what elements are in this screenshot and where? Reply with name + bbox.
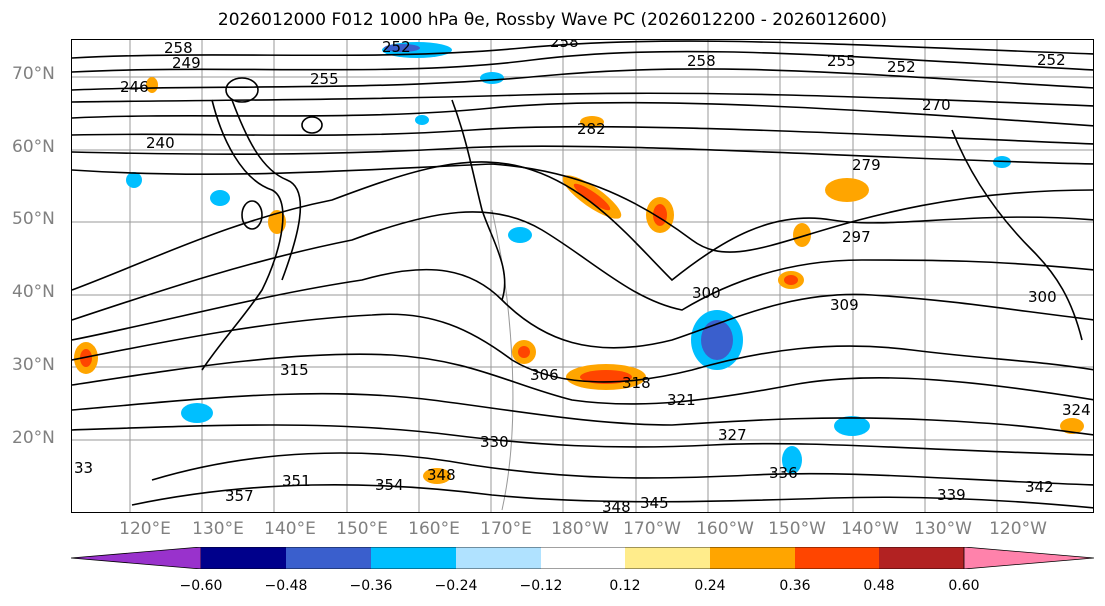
contour-label: 246: [120, 78, 149, 96]
contour-label: 252: [887, 58, 916, 76]
contour-label: 348: [427, 466, 456, 484]
contour-label: 252: [382, 40, 411, 56]
colorbar-tick: −0.24: [434, 578, 478, 594]
figure-title: 2026012000 F012 1000 hPa θe, Rossby Wave…: [217, 10, 888, 30]
contour-label: 258: [687, 52, 716, 70]
lon-label: 140°E: [264, 519, 316, 539]
lon-label: 160°E: [408, 519, 460, 539]
theta-e-contours: [72, 40, 1093, 509]
colorbar-tick: −0.48: [264, 578, 308, 594]
contour-label: 342: [1025, 478, 1054, 496]
colorbar-tick: 0.12: [609, 578, 641, 594]
colorbar-segment: [963, 547, 1094, 569]
map-svg: 258 252 249 246 240 255 258 255 252 252 …: [72, 40, 1093, 513]
contour-label: 249: [172, 54, 201, 72]
lat-label: 40°N: [12, 282, 55, 302]
contour-label: 318: [622, 374, 651, 392]
contour-label: 297: [842, 228, 871, 246]
contour-label: 300: [692, 284, 721, 302]
colorbar-segment: [710, 547, 795, 569]
contour-label: 270: [922, 96, 951, 114]
contour-labels: 258 252 249 246 240 255 258 255 252 252 …: [74, 40, 1091, 513]
contour-label: 330: [480, 433, 509, 451]
contour-label: 345: [640, 494, 669, 512]
colorbar-segment: [456, 547, 541, 569]
colorbar-tick: 0.24: [694, 578, 726, 594]
colorbar-tick: 0.36: [779, 578, 811, 594]
colorbar-segment: [71, 547, 202, 569]
lon-label: 120°E: [119, 519, 171, 539]
contour-label: 300: [1028, 288, 1057, 306]
lon-label: 120°W: [989, 519, 1047, 539]
contour-label: 252: [1037, 51, 1066, 69]
contour-label: 327: [718, 426, 747, 444]
lon-label: 170°W: [623, 519, 681, 539]
contour-label: 321: [667, 391, 696, 409]
contour-label: 315: [280, 361, 309, 379]
lon-label: 160°W: [696, 519, 754, 539]
colorbar-tick: 0.60: [948, 578, 980, 594]
contour-label: 324: [1062, 401, 1091, 419]
colorbar-tick: −0.36: [349, 578, 393, 594]
contour-label: 348: [602, 498, 631, 513]
contour-label: 258: [164, 40, 193, 57]
lon-label: 150°E: [336, 519, 388, 539]
colorbar-tick: 0.48: [863, 578, 895, 594]
lon-label: 130°E: [192, 519, 244, 539]
lon-label: 150°W: [768, 519, 826, 539]
lon-label: 170°E: [480, 519, 532, 539]
contour-label: 309: [830, 296, 859, 314]
colorbar-tick: −0.60: [179, 578, 223, 594]
contour-label: 357: [225, 487, 254, 505]
contour-label: 255: [310, 70, 339, 88]
colorbar-segment: [286, 547, 371, 569]
colorbar-segment: [879, 547, 964, 569]
colorbar-segment: [201, 547, 286, 569]
contour-label: 258: [550, 40, 579, 51]
colorbar-segment: [541, 547, 625, 569]
colorbar-segment: [371, 547, 456, 569]
contour-label: 339: [937, 486, 966, 504]
contour-label: 255: [827, 52, 856, 70]
lon-label: 180°W: [551, 519, 609, 539]
contour-label: 240: [146, 134, 175, 152]
contour-label: 351: [282, 472, 311, 490]
contour-label: 33: [74, 459, 93, 477]
lat-label: 70°N: [12, 64, 55, 84]
lat-label: 20°N: [12, 428, 55, 448]
lat-label: 30°N: [12, 355, 55, 375]
map-panel: 258 252 249 246 240 255 258 255 252 252 …: [71, 39, 1094, 513]
lat-label: 60°N: [12, 137, 55, 157]
colorbar-tick: −0.12: [519, 578, 563, 594]
contour-label: 282: [577, 120, 606, 138]
colorbar-segment: [625, 547, 710, 569]
lon-label: 140°W: [841, 519, 899, 539]
lon-label: 130°W: [914, 519, 972, 539]
contour-label: 279: [852, 156, 881, 174]
colorbar-segment: [795, 547, 879, 569]
lat-label: 50°N: [12, 209, 55, 229]
colorbar: [71, 547, 1094, 569]
contour-label: 354: [375, 476, 404, 494]
contour-label: 306: [530, 366, 559, 384]
contour-label: 336: [769, 464, 798, 482]
